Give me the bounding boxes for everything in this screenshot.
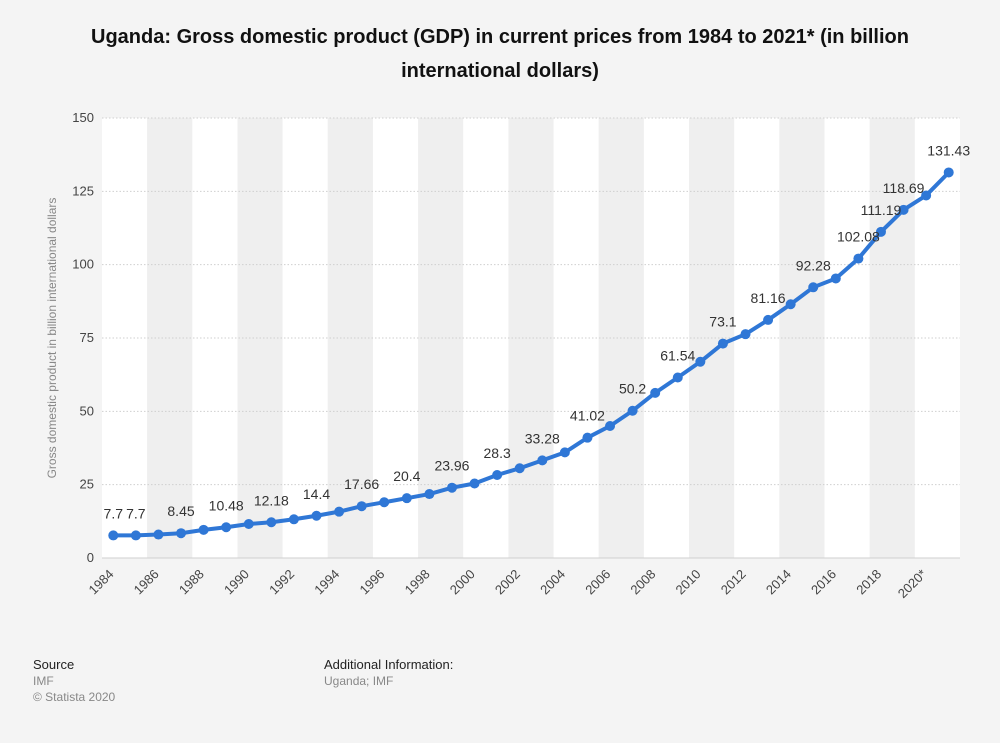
line-chart: 0 25 50 75 100 125 150 Gross domestic product i… [45,110,970,601]
data-point [446,482,457,493]
plot-band [553,118,599,558]
data-point [740,329,751,340]
data-point [356,501,367,512]
x-tick-label: 1990 [221,566,252,597]
x-tick-label: 1984 [86,566,117,597]
data-label: 73.1 [709,314,736,330]
additional-info-heading: Additional Information: [324,657,454,672]
x-tick-label: 2008 [627,566,658,597]
data-label: 131.43 [927,142,970,158]
source-block: Source IMF © Statista 2020 [33,657,115,705]
source-text: IMF [33,674,54,688]
y-tick-label: 75 [80,330,94,345]
data-label: 17.66 [344,476,379,492]
data-point [243,518,254,529]
data-point [898,204,909,215]
data-point [176,528,187,539]
data-point [695,356,706,367]
data-point [943,167,954,178]
data-label: 12.18 [254,492,289,508]
x-tick-label: 2020* [895,566,930,601]
y-axis-title: Gross domestic product in billion intern… [45,198,59,479]
additional-info-text: Uganda; IMF [324,674,394,688]
x-tick-label: 2002 [492,566,523,597]
data-point [153,529,164,540]
data-label: 7.7 [104,505,124,521]
data-point [334,506,345,517]
x-tick-label: 1992 [266,566,297,597]
x-tick-label: 1998 [402,566,433,597]
data-point [875,226,886,237]
data-point [559,447,570,458]
data-point [198,524,209,535]
data-label: 50.2 [619,381,646,397]
data-point [763,314,774,325]
x-tick-label: 2014 [763,566,794,597]
x-tick-label: 1994 [311,566,342,597]
x-tick-label: 2012 [718,566,749,597]
data-point [424,489,435,500]
y-tick-label: 150 [72,110,94,125]
y-tick-label: 50 [80,403,94,418]
x-tick-label: 2016 [808,566,839,597]
y-tick-label: 125 [72,183,94,198]
y-tick-label: 0 [87,550,94,565]
x-tick-label: 2000 [447,566,478,597]
data-label: 7.7 [126,505,146,521]
data-point [221,522,232,533]
data-label: 111.19 [861,202,902,218]
data-label: 28.3 [484,445,511,461]
x-tick-label: 2010 [673,566,704,597]
data-point [853,253,864,264]
data-point [830,273,841,284]
data-point [808,282,819,293]
chart-title: Uganda: Gross domestic product (GDP) in … [91,26,909,82]
data-point [717,338,728,349]
x-tick-label: 1986 [131,566,162,597]
data-label: 118.69 [883,180,925,196]
data-point [921,190,932,201]
source-heading: Source [33,657,75,672]
data-label: 61.54 [660,347,695,363]
data-point [785,299,796,310]
x-tick-label: 2004 [537,566,568,597]
x-tick-label: 2006 [582,566,613,597]
data-point [492,469,503,480]
data-label: 41.02 [570,408,605,424]
y-tick-label: 100 [72,257,94,272]
data-label: 33.28 [525,430,560,446]
data-point [379,497,390,508]
data-label: 20.4 [393,468,420,484]
data-point [605,421,616,431]
x-tick-label: 1988 [176,566,207,597]
data-point [401,493,412,504]
additional-info-block: Additional Information: Uganda; IMF [324,657,453,689]
data-label: 10.48 [209,497,244,513]
data-point [130,530,141,541]
data-label: 14.4 [303,486,330,502]
data-label: 81.16 [751,290,786,306]
data-point [672,372,683,383]
y-tick-label: 25 [80,477,94,492]
data-point [311,510,322,521]
plot-band [102,118,148,558]
data-point [469,478,480,489]
data-label: 92.28 [796,257,831,273]
data-point [514,463,525,474]
data-label: 8.45 [167,503,194,519]
data-point [288,514,299,525]
copyright-text: © Statista 2020 [33,690,116,704]
data-point [650,387,661,398]
data-label: 23.96 [434,458,469,474]
data-point [627,405,638,416]
data-point [537,455,548,466]
x-tick-label: 2018 [853,566,884,597]
data-point [266,517,277,528]
data-label: 102.08 [837,229,880,245]
data-point [582,432,593,443]
x-tick-label: 1996 [356,566,387,597]
plot-band [779,118,825,558]
data-point [108,530,119,541]
